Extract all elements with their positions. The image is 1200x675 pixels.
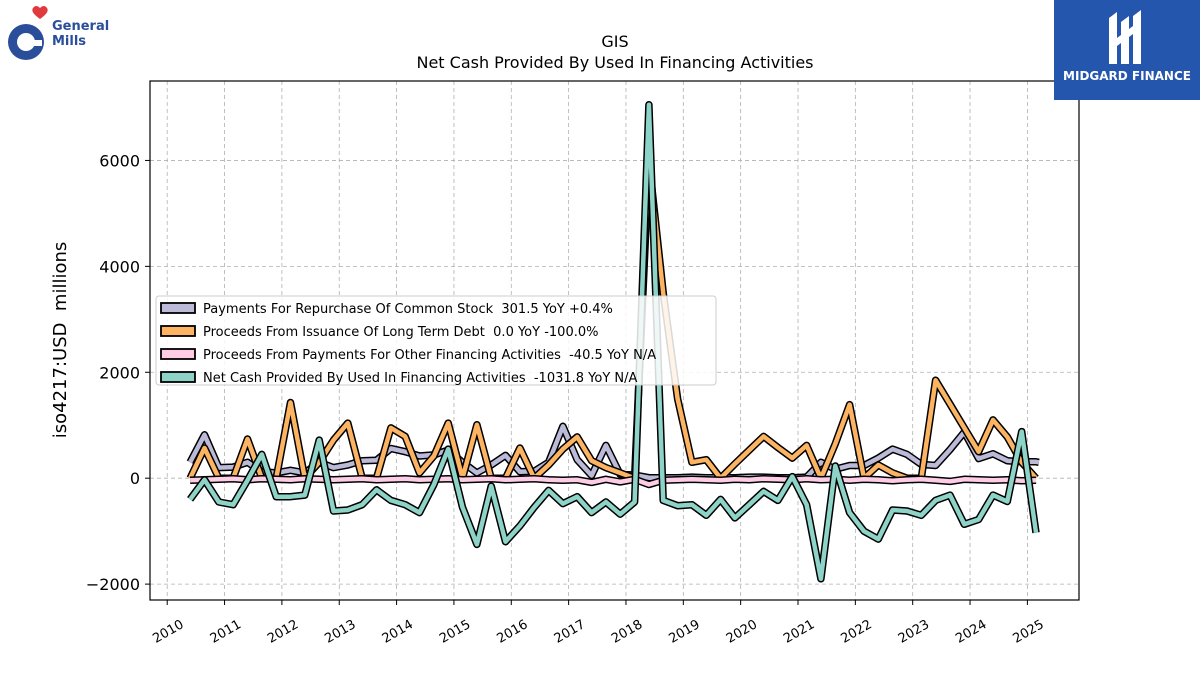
legend-label: Net Cash Provided By Used In Financing A… (203, 371, 638, 386)
legend-swatch (160, 371, 196, 383)
x-tick-label: 2022 (839, 617, 875, 647)
x-tick-label: 2014 (380, 617, 416, 647)
general-mills-line-1: General (52, 19, 110, 34)
midgard-finance-logo: MIDGARD FINANCE (1054, 0, 1200, 100)
legend-swatch (160, 325, 196, 337)
y-tick-label: 2000 (99, 363, 140, 382)
x-tick-label: 2018 (609, 617, 645, 647)
chart-title: GIS (601, 32, 628, 51)
axis-ticks: 2010 2011 2012 2013 2014 2015 2016 2017 2018 2019… (86, 151, 1047, 646)
y-tick-label: 6000 (99, 151, 140, 170)
general-mills-wordmark: General Mills (52, 19, 109, 49)
x-tick-label: 2025 (1011, 617, 1047, 647)
x-tick-label: 2013 (322, 617, 358, 647)
midgard-finance-wordmark: MIDGARD FINANCE (1063, 69, 1191, 83)
x-tick-label: 2011 (208, 617, 244, 647)
y-axis-label: iso4217:USD millions (50, 242, 71, 439)
x-tick-label: 2012 (265, 617, 301, 647)
x-tick-label: 2020 (724, 617, 760, 647)
y-tick-label: −2000 (86, 575, 140, 594)
midgard-monogram-icon (1109, 10, 1141, 64)
series-line-2 (190, 476, 1037, 487)
y-tick-label: 4000 (99, 257, 140, 276)
legend-label: Payments For Repurchase Of Common Stock … (203, 302, 613, 317)
chart-subtitle: Net Cash Provided By Used In Financing A… (416, 53, 813, 72)
x-tick-label: 2017 (552, 617, 588, 647)
plot-frame (149, 80, 1080, 601)
legend-label: Proceeds From Payments For Other Financi… (203, 348, 656, 363)
general-mills-g-icon (8, 6, 48, 60)
x-tick-label: 2010 (150, 617, 186, 647)
legend-box (155, 295, 717, 386)
legend-swatch (160, 348, 196, 360)
x-tick-label: 2024 (953, 617, 989, 647)
x-tick-label: 2016 (494, 617, 530, 647)
series-line-3 (188, 102, 1039, 582)
series-line-1 (188, 158, 1038, 481)
x-tick-label: 2019 (666, 617, 702, 647)
y-tick-label: 0 (130, 469, 140, 488)
general-mills-line-2: Mills (52, 34, 87, 49)
legend-swatch (160, 302, 196, 314)
x-tick-label: 2021 (781, 617, 817, 647)
x-tick-label: 2023 (896, 617, 932, 647)
general-mills-logo: General Mills (4, 4, 124, 68)
legend: Payments For Repurchase Of Common Stock … (155, 295, 717, 386)
series-lines (186, 101, 1040, 583)
x-tick-label: 2015 (437, 617, 473, 647)
legend-label: Proceeds From Issuance Of Long Term Debt… (203, 325, 598, 340)
